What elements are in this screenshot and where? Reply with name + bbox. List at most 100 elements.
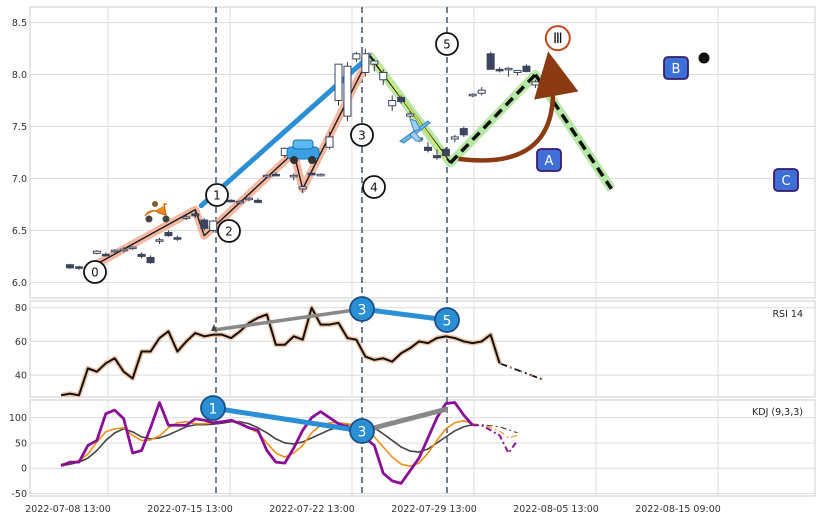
candle-body-33 — [361, 53, 370, 73]
y-tick-price-0: 6.0 — [12, 278, 27, 289]
projection-arrow — [458, 51, 579, 163]
y-tick-price-4: 8.0 — [12, 70, 27, 81]
candle-body-30 — [334, 63, 343, 102]
scooter-icon-rider — [152, 201, 158, 207]
wave-A-box — [536, 148, 562, 172]
kdj-line-0 — [60, 420, 473, 467]
wave-III-label: Ⅲ — [553, 31, 563, 47]
candle-body-27 — [307, 172, 316, 176]
kdj-line-2 — [60, 401, 474, 485]
rsi-wave-3-circle — [349, 296, 375, 322]
candle-body-51 — [522, 65, 531, 72]
kdj-wave-1-circle — [200, 395, 226, 421]
wave-5-circle — [435, 32, 459, 56]
wave-1-label: 1 — [213, 189, 221, 203]
candle-body-14 — [191, 213, 200, 217]
text-layer: 6.06.57.07.58.08.5406080-500501002022-07… — [9, 18, 803, 515]
y-tick-price-2: 7.0 — [12, 174, 27, 185]
candle-body-15 — [200, 219, 209, 229]
rsi-line — [60, 306, 501, 397]
y-tick-kdj-0: -50 — [11, 489, 27, 500]
x-tick-label-2: 2022-07-22 13:00 — [269, 504, 355, 515]
candle-body-37 — [397, 96, 406, 103]
candle-body-36 — [388, 100, 397, 107]
candle-body-44 — [459, 128, 468, 136]
candle-body-12 — [173, 237, 182, 240]
kdj-line-1 — [60, 419, 474, 467]
kdj-projection-2 — [472, 424, 519, 455]
candle-body-34 — [370, 60, 379, 65]
wave-4-circle — [362, 175, 386, 199]
rsi-wave-3-5-line — [361, 306, 448, 323]
x-tick-label-5: 2022-08-15 09:00 — [635, 504, 721, 515]
rsi-wave-5-circle — [434, 307, 460, 333]
rsi-panel-label: RSI 14 — [772, 309, 803, 320]
candle-body-22 — [262, 174, 271, 178]
candle-body-19 — [236, 200, 245, 204]
candle-body-11 — [164, 232, 173, 237]
wave-4-label: 4 — [370, 181, 378, 195]
y-tick-kdj-1: 0 — [21, 464, 27, 475]
candle-body-53 — [540, 86, 549, 90]
rsi-wave-3-label: 3 — [358, 303, 367, 319]
wave-C-label: C — [781, 174, 790, 189]
rsi-wave-5-label: 5 — [443, 314, 452, 330]
marks-layer — [60, 7, 799, 496]
candle-body-35 — [379, 71, 388, 81]
wave-5-label: 5 — [443, 38, 451, 52]
candle-body-23 — [271, 173, 280, 177]
candle-body-25 — [289, 174, 298, 178]
candle-body-4 — [101, 253, 110, 257]
candle-body-13 — [182, 216, 191, 219]
wave-1-circle — [205, 183, 229, 207]
candle-body-18 — [227, 199, 236, 203]
panel-frame-price — [29, 6, 816, 299]
kdj-divergence-line — [361, 406, 448, 434]
wave-3-label: 3 — [358, 129, 366, 143]
candle-body-0 — [66, 264, 74, 269]
candle-body-29 — [325, 136, 334, 148]
candle-body-9 — [146, 256, 155, 264]
wave-0-label: 0 — [91, 266, 99, 280]
candle-body-49 — [504, 67, 513, 71]
kdj-wave-1-3-line — [212, 405, 363, 434]
scooter-icon — [144, 203, 167, 217]
x-tick-label-4: 2022-08-05 13:00 — [513, 504, 599, 515]
wave-a-b-line — [449, 73, 537, 165]
scooter-icon-wheel-front — [162, 215, 170, 223]
wave-2-circle — [217, 219, 241, 243]
candle-body-31 — [343, 65, 352, 117]
candle-body-7 — [128, 246, 137, 250]
kdj-wave-3-label: 3 — [358, 425, 367, 441]
candle-body-41 — [432, 155, 441, 159]
wave-B-box — [663, 56, 689, 80]
wave-C-box — [773, 168, 799, 192]
kdj-wave-1-label: 1 — [209, 402, 218, 418]
y-tick-price-5: 8.5 — [12, 18, 27, 29]
candle-body-32 — [352, 53, 361, 60]
candle-body-28 — [316, 173, 325, 177]
candle-body-1 — [74, 266, 83, 269]
candle-body-52 — [531, 81, 540, 86]
candle-body-47 — [486, 53, 495, 70]
wave-III-dot — [698, 52, 710, 64]
kdj-projection-1 — [472, 423, 518, 439]
scooter-icon-wheel-rear — [145, 215, 153, 223]
y-tick-rsi-0: 40 — [15, 371, 27, 382]
rsi-divergence-line — [213, 307, 363, 332]
candle-body-8 — [137, 253, 146, 257]
kdj-wave-3-circle — [349, 418, 375, 444]
x-tick-label-0: 2022-07-08 13:00 — [25, 504, 111, 515]
wave-B-label: B — [672, 62, 681, 77]
impulse-wave-line — [87, 55, 371, 270]
candle-body-6 — [119, 248, 128, 252]
candle-body-20 — [245, 197, 253, 201]
x-tick-label-1: 2022-07-15 13:00 — [147, 504, 233, 515]
wave-2-label: 2 — [225, 225, 233, 239]
airplane-icon-wing-bottom — [409, 130, 424, 142]
car-icon-wheel-rear — [290, 156, 298, 164]
candle-body-42 — [441, 148, 450, 157]
candle-body-46 — [477, 89, 486, 94]
